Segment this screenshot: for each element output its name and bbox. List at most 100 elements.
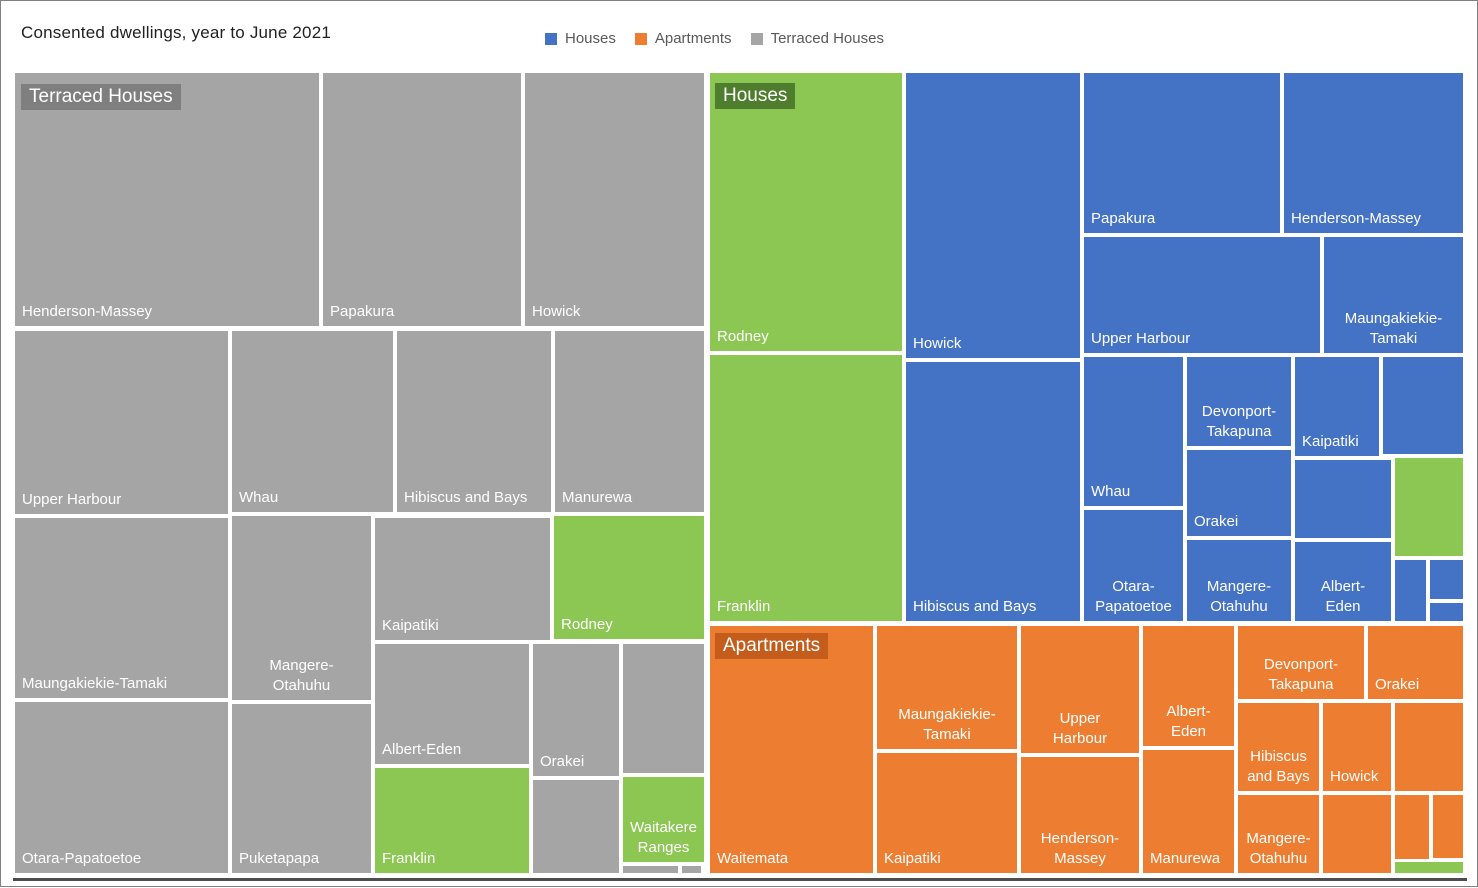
cell-apartments-unlabeled[interactable] <box>1395 703 1463 791</box>
cell-apartments-unlabeled[interactable] <box>1323 795 1391 873</box>
legend-label-apartments: Apartments <box>654 30 732 47</box>
cell-terraced-houses-albert-eden[interactable]: Albert-Eden <box>375 644 529 764</box>
legend-item-houses[interactable]: Houses <box>545 30 616 47</box>
cell-label: Howick <box>913 335 962 353</box>
cell-houses-howick[interactable]: Howick <box>906 73 1080 358</box>
cell-label: Orakei <box>540 753 585 771</box>
cell-terraced-houses-puketapapa[interactable]: Puketapapa <box>232 704 371 873</box>
cell-houses-unlabeled[interactable] <box>1383 357 1463 454</box>
cell-terraced-houses-upper-harbour[interactable]: Upper Harbour <box>15 331 228 514</box>
cell-label: Hibiscus and Bays <box>1247 748 1310 786</box>
cell-label: Kaipatiki <box>884 850 941 868</box>
legend-swatch-terraced-houses <box>750 32 763 45</box>
cell-label: Rodney <box>717 328 769 346</box>
cell-terraced-houses-otara-papatoetoe[interactable]: Otara-Papatoetoe <box>15 702 228 873</box>
cell-label: Devonport- Takapuna <box>1201 403 1277 441</box>
legend: Houses Apartments Terraced Houses <box>545 30 884 47</box>
cell-apartments-maungakiekie-tamaki[interactable]: Maungakiekie- Tamaki <box>877 626 1017 749</box>
group-label-terraced-houses: Terraced Houses <box>21 84 181 110</box>
cell-terraced-houses-manurewa[interactable]: Manurewa <box>555 331 704 512</box>
legend-item-terraced-houses[interactable]: Terraced Houses <box>750 30 884 47</box>
cell-houses-rodney[interactable]: Rodney <box>710 73 902 351</box>
cell-houses-devonport-takapuna[interactable]: Devonport- Takapuna <box>1187 357 1291 446</box>
cell-apartments-unlabeled[interactable] <box>1395 862 1463 873</box>
cell-apartments-waitemata[interactable]: Waitemata <box>710 626 873 873</box>
cell-label: Franklin <box>382 850 436 868</box>
cell-label: Otara-Papatoetoe <box>22 850 142 868</box>
group-label-houses: Houses <box>715 83 796 109</box>
cell-apartments-manurewa[interactable]: Manurewa <box>1143 750 1234 873</box>
cell-houses-kaipatiki[interactable]: Kaipatiki <box>1295 357 1379 456</box>
cell-apartments-unlabeled[interactable] <box>1395 795 1429 859</box>
chart-title: Consented dwellings, year to June 2021 <box>21 23 332 42</box>
cell-houses-mangere-otahuhu[interactable]: Mangere- Otahuhu <box>1187 540 1291 621</box>
cell-houses-franklin[interactable]: Franklin <box>710 355 902 621</box>
cell-label: Whau <box>239 489 279 507</box>
cell-label: Kaipatiki <box>382 617 439 635</box>
cell-houses-unlabeled[interactable] <box>1295 460 1391 538</box>
cell-houses-papakura[interactable]: Papakura <box>1084 73 1280 233</box>
cell-terraced-houses-waitakere-ranges[interactable]: Waitakere Ranges <box>623 777 704 862</box>
cell-terraced-houses-orakei[interactable]: Orakei <box>533 644 619 776</box>
cell-houses-whau[interactable]: Whau <box>1084 357 1183 506</box>
cell-apartments-orakei[interactable]: Orakei <box>1368 626 1463 699</box>
cell-apartments-henderson-massey[interactable]: Henderson- Massey <box>1021 757 1139 873</box>
cell-label: Howick <box>532 303 581 321</box>
cell-houses-henderson-massey[interactable]: Henderson-Massey <box>1284 73 1463 233</box>
cell-label: Devonport- Takapuna <box>1263 656 1339 694</box>
legend-label-houses: Houses <box>565 30 616 47</box>
cell-houses-upper-harbour[interactable]: Upper Harbour <box>1084 237 1320 353</box>
cell-label: Upper Harbour <box>1091 330 1191 348</box>
cell-houses-albert-eden[interactable]: Albert- Eden <box>1295 542 1391 621</box>
cell-houses-unlabeled[interactable] <box>1395 560 1426 621</box>
cell-apartments-devonport-takapuna[interactable]: Devonport- Takapuna <box>1238 626 1364 699</box>
cell-label: Whau <box>1091 483 1131 501</box>
legend-label-terraced-houses: Terraced Houses <box>770 30 884 47</box>
cell-label: Manurewa <box>562 489 633 507</box>
cell-apartments-albert-eden[interactable]: Albert- Eden <box>1143 626 1234 746</box>
cell-label: Upper Harbour <box>1052 710 1108 748</box>
cell-terraced-houses-unlabeled[interactable] <box>682 866 701 873</box>
cell-houses-orakei[interactable]: Orakei <box>1187 450 1291 536</box>
cell-houses-unlabeled[interactable] <box>1395 458 1463 556</box>
legend-swatch-apartments <box>634 32 647 45</box>
cell-houses-maungakiekie-tamaki[interactable]: Maungakiekie- Tamaki <box>1324 237 1463 353</box>
cell-terraced-houses-henderson-massey[interactable]: Henderson-Massey <box>15 73 319 326</box>
cell-label: Albert- Eden <box>1320 578 1366 616</box>
cell-apartments-mangere-otahuhu[interactable]: Mangere- Otahuhu <box>1238 795 1319 873</box>
cell-terraced-houses-kaipatiki[interactable]: Kaipatiki <box>375 518 550 640</box>
cell-apartments-kaipatiki[interactable]: Kaipatiki <box>877 753 1017 873</box>
cell-label: Henderson- Massey <box>1040 830 1120 868</box>
cell-terraced-houses-franklin[interactable]: Franklin <box>375 768 529 873</box>
cell-terraced-houses-rodney[interactable]: Rodney <box>554 516 704 639</box>
cell-label: Maungakiekie- Tamaki <box>898 706 996 744</box>
legend-item-apartments[interactable]: Apartments <box>634 30 732 47</box>
cell-terraced-houses-papakura[interactable]: Papakura <box>323 73 521 326</box>
cell-terraced-houses-unlabeled[interactable] <box>623 866 678 873</box>
cell-terraced-houses-unlabeled[interactable] <box>533 780 619 873</box>
cell-terraced-houses-howick[interactable]: Howick <box>525 73 704 326</box>
cell-houses-hibiscus-and-bays[interactable]: Hibiscus and Bays <box>906 362 1080 621</box>
cell-label: Waitakere Ranges <box>630 819 697 857</box>
cell-label: Puketapapa <box>239 850 320 868</box>
cell-apartments-unlabeled[interactable] <box>1433 795 1463 858</box>
cell-houses-otara-papatoetoe[interactable]: Otara- Papatoetoe <box>1084 510 1183 621</box>
cell-label: Henderson-Massey <box>22 303 153 321</box>
chart-bottom-border <box>13 878 1467 881</box>
group-label-apartments: Apartments <box>715 633 829 659</box>
cell-label: Maungakiekie- Tamaki <box>1344 310 1443 348</box>
cell-label: Papakura <box>330 303 395 321</box>
cell-terraced-houses-unlabeled[interactable] <box>623 644 704 773</box>
cell-apartments-howick[interactable]: Howick <box>1323 703 1391 791</box>
cell-apartments-upper-harbour[interactable]: Upper Harbour <box>1021 626 1139 753</box>
cell-label: Howick <box>1330 768 1379 786</box>
cell-terraced-houses-hibiscus-and-bays[interactable]: Hibiscus and Bays <box>397 331 551 512</box>
cell-terraced-houses-mangere-otahuhu[interactable]: Mangere- Otahuhu <box>232 516 371 700</box>
cell-label: Hibiscus and Bays <box>913 598 1037 616</box>
cell-houses-unlabeled[interactable] <box>1430 603 1463 621</box>
cell-houses-unlabeled[interactable] <box>1430 560 1463 599</box>
cell-terraced-houses-maungakiekie-tamaki[interactable]: Maungakiekie-Tamaki <box>15 518 228 698</box>
cell-label: Papakura <box>1091 210 1156 228</box>
cell-terraced-houses-whau[interactable]: Whau <box>232 331 393 512</box>
cell-apartments-hibiscus-and-bays[interactable]: Hibiscus and Bays <box>1238 703 1319 791</box>
